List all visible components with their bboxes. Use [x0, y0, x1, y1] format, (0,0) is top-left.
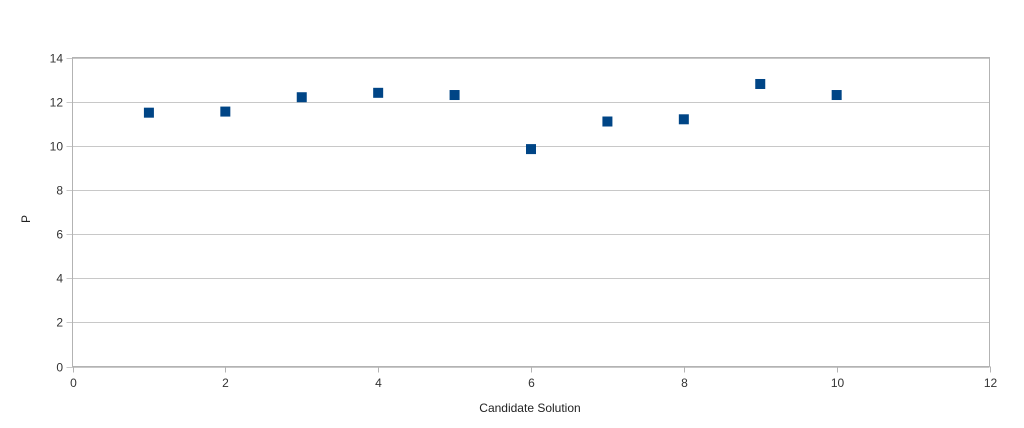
y-tick-label: 8 [56, 184, 63, 198]
x-tick-label: 0 [70, 376, 77, 390]
x-tick-label: 2 [222, 376, 229, 390]
grid-lines [66, 58, 990, 368]
y-tick-label: 10 [50, 140, 64, 154]
y-axis-ticks: 0 2 4 6 8 10 12 14 [50, 52, 64, 375]
x-tick-label: 8 [681, 376, 688, 390]
data-point-6 [526, 144, 536, 155]
data-points [143, 78, 842, 155]
data-point-3 [296, 92, 307, 103]
data-point-9 [755, 78, 766, 89]
data-point-10 [831, 90, 842, 101]
x-axis-ticks: 0 2 4 6 8 10 12 [70, 366, 998, 390]
data-point-2 [220, 106, 231, 117]
y-tick-label: 4 [56, 272, 63, 286]
x-tick-label: 12 [984, 376, 998, 390]
y-tick-label: 0 [56, 361, 63, 375]
y-tick-label: 14 [50, 52, 64, 66]
data-point-4 [373, 87, 384, 98]
data-point-1 [143, 107, 154, 118]
data-point-8 [678, 114, 689, 125]
data-point-7 [602, 116, 613, 127]
y-tick-label: 12 [50, 96, 64, 110]
x-tick-label: 6 [528, 376, 535, 390]
x-axis-title: Candidate Solution [479, 401, 580, 415]
x-tick-label: 4 [375, 376, 382, 390]
y-axis-title: P [19, 215, 33, 223]
data-point-5 [449, 90, 460, 101]
y-tick-label: 2 [56, 316, 63, 330]
plot-area-frame [72, 57, 990, 367]
y-tick-label: 6 [56, 228, 63, 242]
x-tick-label: 10 [831, 376, 845, 390]
